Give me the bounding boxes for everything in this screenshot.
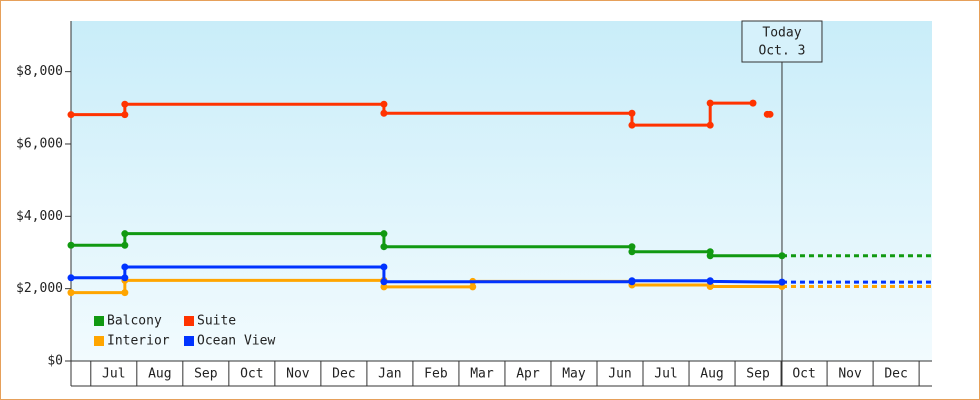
y-tick-label: $4,000	[16, 209, 63, 224]
x-tick-label: Nov	[838, 367, 862, 382]
data-point	[380, 263, 388, 271]
x-tick-label: Dec	[332, 367, 355, 382]
x-tick-label: Sep	[194, 367, 218, 382]
legend-swatch	[94, 336, 104, 346]
x-tick-label: Jul	[654, 367, 677, 382]
data-point	[67, 289, 75, 297]
x-tick-label: May	[562, 367, 586, 382]
x-tick-label: Feb	[424, 367, 448, 382]
x-tick-label: Dec	[884, 367, 907, 382]
x-tick-label: Aug	[148, 367, 171, 382]
today-label: Today	[762, 26, 801, 41]
data-point	[628, 248, 636, 256]
data-point	[67, 241, 75, 249]
data-point	[628, 121, 636, 129]
data-point	[380, 278, 388, 286]
y-tick-label: $8,000	[16, 64, 63, 79]
legend-swatch	[184, 336, 194, 346]
data-point	[121, 289, 129, 297]
legend-label: Ocean View	[197, 334, 275, 349]
legend-swatch	[94, 316, 104, 326]
x-tick-label: Oct	[792, 367, 815, 382]
y-tick-label: $2,000	[16, 281, 63, 296]
x-tick-label: Apr	[516, 367, 540, 382]
data-point	[67, 111, 75, 119]
x-tick-label: Jul	[102, 367, 125, 382]
data-point	[469, 283, 477, 291]
data-point	[380, 109, 388, 117]
data-point	[706, 282, 714, 290]
data-point	[706, 252, 714, 260]
x-tick-label: Nov	[286, 367, 310, 382]
plot-area	[71, 21, 932, 361]
legend-label: Suite	[197, 314, 236, 329]
x-tick-label: Jan	[378, 367, 401, 382]
data-point	[628, 277, 636, 285]
data-point	[121, 241, 129, 249]
data-point	[67, 274, 75, 282]
data-point	[121, 111, 129, 119]
data-point	[778, 252, 786, 260]
x-tick-label: Jun	[608, 367, 631, 382]
data-point	[706, 99, 714, 107]
x-tick-label: Mar	[470, 367, 494, 382]
today-box	[741, 20, 823, 63]
data-point	[380, 100, 388, 108]
data-point	[121, 230, 129, 238]
y-tick-label: $6,000	[16, 136, 63, 151]
data-point	[749, 99, 757, 107]
data-point	[380, 283, 388, 291]
data-point	[380, 243, 388, 251]
x-tick-label: Sep	[746, 367, 770, 382]
data-point	[706, 121, 714, 129]
today-date: Oct. 3	[758, 44, 805, 59]
data-point	[121, 263, 129, 271]
data-point	[766, 110, 774, 118]
data-point	[778, 278, 786, 286]
legend-label: Balcony	[107, 314, 162, 329]
x-tick-label: Oct	[240, 367, 263, 382]
data-point	[706, 277, 714, 285]
data-point	[628, 243, 636, 251]
y-tick-label: $0	[47, 354, 63, 369]
legend-label: Interior	[107, 334, 170, 349]
data-point	[121, 274, 129, 282]
legend-swatch	[184, 316, 194, 326]
data-point	[628, 109, 636, 117]
data-point	[121, 100, 129, 108]
data-point	[380, 230, 388, 238]
x-tick-label: Aug	[700, 367, 723, 382]
